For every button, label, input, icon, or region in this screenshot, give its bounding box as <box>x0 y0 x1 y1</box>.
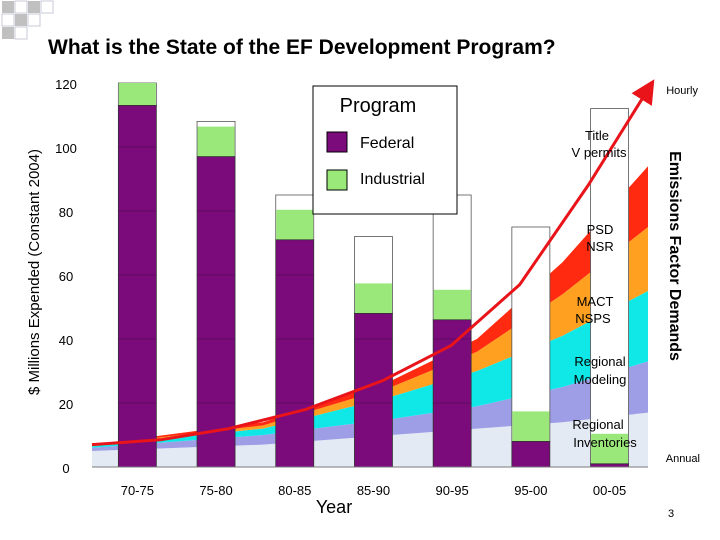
bar-federal-75-80 <box>196 156 236 468</box>
bar-industrial-fill-85-90 <box>354 283 392 314</box>
bar-federal-70-75 <box>117 105 157 468</box>
y-tick-labels: 0 20 40 60 80 100 120 <box>55 77 77 476</box>
legend-swatch-federal <box>326 131 348 153</box>
demand-curve-layer <box>91 79 655 447</box>
bar-federal-80-85 <box>275 239 315 468</box>
band-label-title-v-line1: Title <box>585 128 609 143</box>
bars <box>117 82 629 468</box>
corner-squares-decoration <box>1 0 54 40</box>
band-label-psd-line2: NSR <box>586 239 613 254</box>
band-label-psd-line1: PSD <box>587 222 614 237</box>
band-labels: Title V permits PSD NSR MACT NSPS Region… <box>572 128 638 450</box>
x-tick-85-90: 85-90 <box>357 483 390 498</box>
x-axis-label: Year <box>316 497 352 517</box>
bar-industrial-95-00 <box>511 226 551 442</box>
right-axis-bottom-label: Annual <box>666 453 700 465</box>
legend-swatch-industrial <box>326 169 348 191</box>
y-tick-40: 40 <box>59 333 73 348</box>
y-tick-120: 120 <box>55 77 77 92</box>
bar-industrial-fill-70-75 <box>118 83 156 106</box>
x-tick-80-85: 80-85 <box>278 483 311 498</box>
right-axis-top-label: Hourly <box>666 85 698 97</box>
y-tick-80: 80 <box>59 205 73 220</box>
y-axis-label: $ Millions Expended (Constant 2004) <box>26 149 43 395</box>
x-tick-labels: 70-75 75-80 80-85 85-90 90-95 95-00 00-05 <box>121 483 626 498</box>
y-tick-100: 100 <box>55 141 77 156</box>
bar-industrial-fill-80-85 <box>276 209 314 240</box>
band-label-mact-line1: MACT <box>577 294 614 309</box>
bar-industrial-fill-95-00 <box>512 411 550 442</box>
bar-industrial-fill-90-95 <box>433 289 471 320</box>
x-tick-90-95: 90-95 <box>436 483 469 498</box>
bar-federal-90-95 <box>432 319 472 468</box>
x-tick-95-00: 95-00 <box>514 483 547 498</box>
band-label-regional-modeling-line2: Modeling <box>574 372 627 387</box>
x-tick-70-75: 70-75 <box>121 483 154 498</box>
bar-federal-95-00 <box>511 440 551 468</box>
bar-industrial-fill-00-05 <box>591 433 629 464</box>
bar-industrial-fill-75-80 <box>197 126 235 157</box>
bar-industrial-00-05 <box>590 108 629 465</box>
band-label-regional-modeling-line1: Regional <box>574 354 625 369</box>
legend-label-federal: Federal <box>360 135 414 152</box>
page-number: 3 <box>668 508 675 520</box>
y-tick-0: 0 <box>62 461 69 476</box>
band-label-title-v-line2: V permits <box>572 145 627 160</box>
y-tick-60: 60 <box>59 269 73 284</box>
legend-label-industrial: Industrial <box>360 171 425 188</box>
x-tick-00-05: 00-05 <box>593 483 626 498</box>
x-tick-75-80: 75-80 <box>199 483 232 498</box>
band-label-regional-inventories-line1: Regional <box>572 417 623 432</box>
legend: Program Federal Industrial <box>312 85 458 215</box>
band-label-regional-inventories-line2: Inventories <box>573 435 637 450</box>
y-tick-20: 20 <box>59 397 73 412</box>
band-label-mact-line2: NSPS <box>575 311 611 326</box>
right-axis-label: Emissions Factor Demands <box>666 151 683 361</box>
slide-title: What is the State of the EF Development … <box>48 36 556 59</box>
demand-curve <box>91 79 655 447</box>
legend-title: Program <box>340 95 417 117</box>
